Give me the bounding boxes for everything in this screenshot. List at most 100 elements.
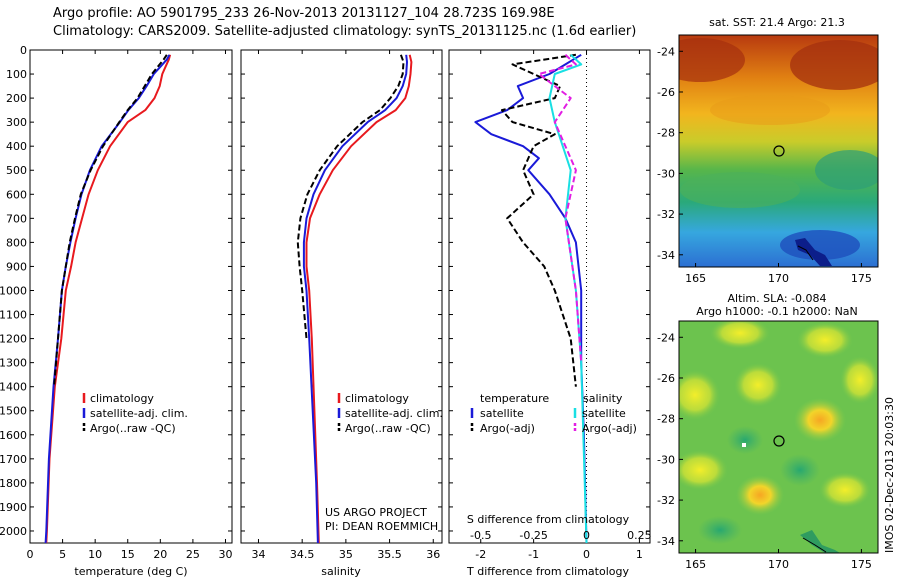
series-line-climatology <box>305 54 413 544</box>
temperature-axes <box>29 49 233 544</box>
sla-heatmap <box>679 321 878 553</box>
map-y-tick-label: -30 <box>657 453 675 466</box>
sst-map-title: sat. SST: 21.4 Argo: 21.3 <box>709 16 845 29</box>
y-tick-label: 1700 <box>0 453 27 466</box>
y-tick-label: 1500 <box>0 405 27 418</box>
x-tick-label: 1 <box>636 548 643 561</box>
difference-series <box>474 53 588 544</box>
map-x-tick-label: 175 <box>851 558 872 571</box>
salinity-series <box>296 54 413 544</box>
legend-t-satellite: satellite <box>480 407 524 420</box>
y-tick-label: 0 <box>20 44 27 57</box>
map-y-tick-label: -26 <box>657 86 675 99</box>
sla-argo-marker <box>773 435 785 447</box>
y-tick-label: 600 <box>6 188 27 201</box>
map-y-tick-label: -32 <box>657 208 675 221</box>
y-tick-label: 500 <box>6 164 27 177</box>
y-tick-label: 1200 <box>0 333 27 346</box>
salinity-ticks: 34 34.5 35 35.5 36 <box>241 49 442 561</box>
legend-t-argo: Argo(-adj) <box>480 422 535 435</box>
legend-argo-s: Argo(..raw -QC) <box>345 422 431 435</box>
temperature-legend: climatology satellite-adj. clim. Argo(..… <box>82 392 188 435</box>
y-tick-label: 1600 <box>0 429 27 442</box>
y-tick-label: 800 <box>6 236 27 249</box>
legend-argo: Argo(..raw -QC) <box>90 422 176 435</box>
map-y-tick-label: -24 <box>657 45 675 58</box>
map-y-tick-label: -28 <box>657 413 675 426</box>
x-tick-label: 30 <box>218 548 232 561</box>
y-tick-label: 300 <box>6 116 27 129</box>
salinity-xlabel: salinity <box>321 565 361 578</box>
y-tick-label: 700 <box>6 212 27 225</box>
difference-legend: temperature salinity satellite Argo(-adj… <box>470 392 637 435</box>
x-tick-label: 20 <box>153 548 167 561</box>
map-x-tick-label: 175 <box>851 272 872 285</box>
y-tick-label: 400 <box>6 140 27 153</box>
y-tick-label: 1300 <box>0 357 27 370</box>
y-tick-label: 1000 <box>0 284 27 297</box>
x-tick-label: 0 <box>583 548 590 561</box>
y-tick-label: 1900 <box>0 501 27 514</box>
legend-climatology-s: climatology <box>345 392 409 405</box>
x-tick-label: 36 <box>426 548 440 561</box>
x-tick-label: 35 <box>339 548 353 561</box>
series-line-climatology <box>45 54 172 544</box>
y-tick-label: 1100 <box>0 309 27 322</box>
project-label: US ARGO PROJECT <box>325 506 427 519</box>
sla-map-ticks: 165 170 175 -24 -26 -28 -30 -32 -34 <box>657 331 872 571</box>
temperature-xlabel: temperature (deg C) <box>74 565 187 578</box>
x-tick-label: -1 <box>528 548 539 561</box>
map-y-tick-label: -26 <box>657 372 675 385</box>
series-line-satellite-adj-clim- <box>302 54 408 544</box>
s-tick-label: 0 <box>583 529 590 542</box>
temperature-ticks: 0100200300400500600700800900100011001200… <box>0 44 232 561</box>
series-line-satellite <box>548 54 588 544</box>
sst-argo-marker <box>773 145 785 157</box>
s-diff-label: S difference from climatology <box>467 513 630 526</box>
series-line-argo-adj- <box>537 54 583 363</box>
s-tick-label: 0.25 <box>627 529 652 542</box>
map-y-tick-label: -28 <box>657 127 675 140</box>
series-line-argo-adj- <box>500 53 577 387</box>
x-tick-label: 35.5 <box>377 548 402 561</box>
sst-heatmap <box>679 35 878 267</box>
imos-timestamp: IMOS 02-Dec-2013 20:03:30 <box>883 397 896 553</box>
map-y-tick-label: -34 <box>657 535 675 548</box>
x-tick-label: 10 <box>88 548 102 561</box>
y-tick-label: 100 <box>6 68 27 81</box>
legend-s-satellite: satellite <box>582 407 626 420</box>
figure-title-line-2: Climatology: CARS2009. Satellite-adjuste… <box>53 24 637 39</box>
y-tick-label: 200 <box>6 92 27 105</box>
temperature-series <box>44 54 172 544</box>
y-tick-label: 1800 <box>0 477 27 490</box>
x-tick-label: 0 <box>27 548 34 561</box>
map-y-tick-label: -24 <box>657 331 675 344</box>
legend-title-temperature: temperature <box>480 392 549 405</box>
sst-map-ticks: 165 170 175 -24 -26 -28 -30 -32 -34 <box>657 45 872 285</box>
series-line-argo-raw-qc- <box>53 54 168 387</box>
difference-ticks: -2 -1 0 1 <box>449 49 650 561</box>
x-tick-label: -2 <box>475 548 486 561</box>
salinity-axes <box>240 49 443 544</box>
series-line-argo-raw-qc- <box>296 54 405 339</box>
x-tick-label: 5 <box>59 548 66 561</box>
map-y-tick-label: -32 <box>657 494 675 507</box>
x-tick-label: 34.5 <box>290 548 315 561</box>
t-diff-xlabel: T difference from climatology <box>466 565 629 578</box>
legend-climatology: climatology <box>90 392 154 405</box>
s-tick-label: -0.25 <box>519 529 547 542</box>
s-tick-label: -0.5 <box>470 529 491 542</box>
y-tick-label: 2000 <box>0 525 27 538</box>
y-tick-label: 900 <box>6 260 27 273</box>
sla-map-title-2: Argo h1000: -0.1 h2000: NaN <box>696 305 858 318</box>
map-x-tick-label: 170 <box>768 272 789 285</box>
legend-title-salinity: salinity <box>583 392 623 405</box>
x-tick-label: 15 <box>121 548 135 561</box>
map-x-tick-label: 165 <box>685 558 706 571</box>
sla-map-title-1: Altim. SLA: -0.084 <box>727 292 827 305</box>
x-tick-label: 25 <box>186 548 200 561</box>
map-y-tick-label: -34 <box>657 249 675 262</box>
salinity-legend: climatology satellite-adj. clim. Argo(..… <box>337 392 443 435</box>
x-tick-label: 34 <box>251 548 265 561</box>
